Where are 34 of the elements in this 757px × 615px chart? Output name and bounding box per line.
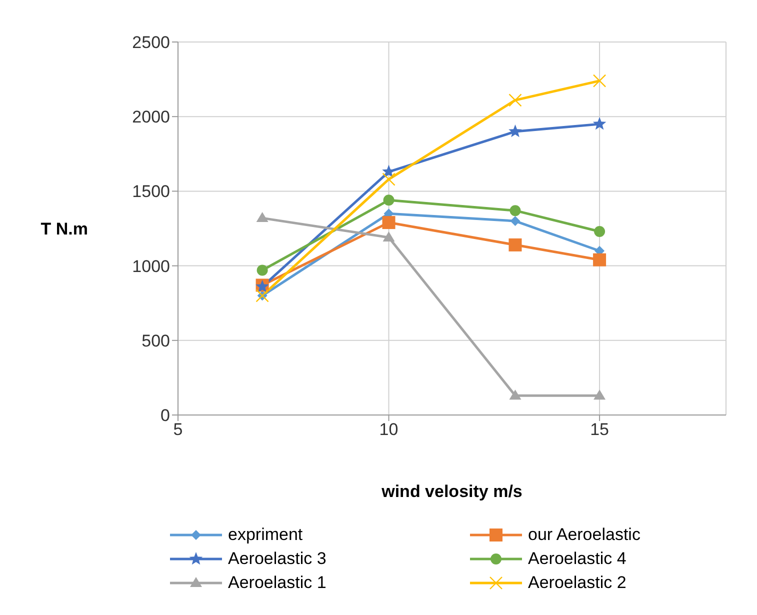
legend-label: Aeroelastic 4 — [528, 549, 626, 569]
point — [256, 264, 268, 276]
x-axis-title: wind velosity m/s — [380, 482, 522, 501]
point — [592, 74, 606, 88]
point — [593, 253, 606, 266]
x-tick-label: 15 — [590, 420, 609, 440]
point — [383, 194, 394, 206]
legend-label: Aeroelastic 3 — [228, 549, 326, 569]
point — [256, 212, 268, 222]
point — [594, 390, 606, 400]
legend-label: our Aeroelastic — [528, 525, 640, 545]
x-tick-label: 10 — [379, 420, 398, 440]
point — [510, 216, 520, 226]
y-tick-label: 2500 — [132, 33, 170, 52]
point — [592, 117, 606, 130]
y-tick-label: 1000 — [132, 256, 170, 276]
y-tick-label: 2000 — [132, 108, 170, 127]
point — [509, 390, 522, 400]
point — [508, 94, 522, 107]
point — [382, 172, 396, 186]
point — [510, 205, 521, 216]
point — [508, 124, 522, 138]
y-tick-label: 1500 — [132, 182, 170, 202]
y-axis-title: T N.m — [40, 220, 88, 239]
legend-label: expriment — [228, 525, 303, 545]
point — [382, 231, 395, 242]
point — [382, 216, 396, 230]
y-tick-label: 0 — [160, 406, 170, 426]
point — [594, 226, 606, 237]
legend-label: Aeroelastic 1 — [228, 573, 326, 593]
x-tick-label: 5 — [173, 420, 183, 440]
legend-label: Aeroelastic 2 — [528, 573, 626, 593]
point — [508, 238, 522, 252]
y-tick-label: 500 — [142, 331, 170, 350]
